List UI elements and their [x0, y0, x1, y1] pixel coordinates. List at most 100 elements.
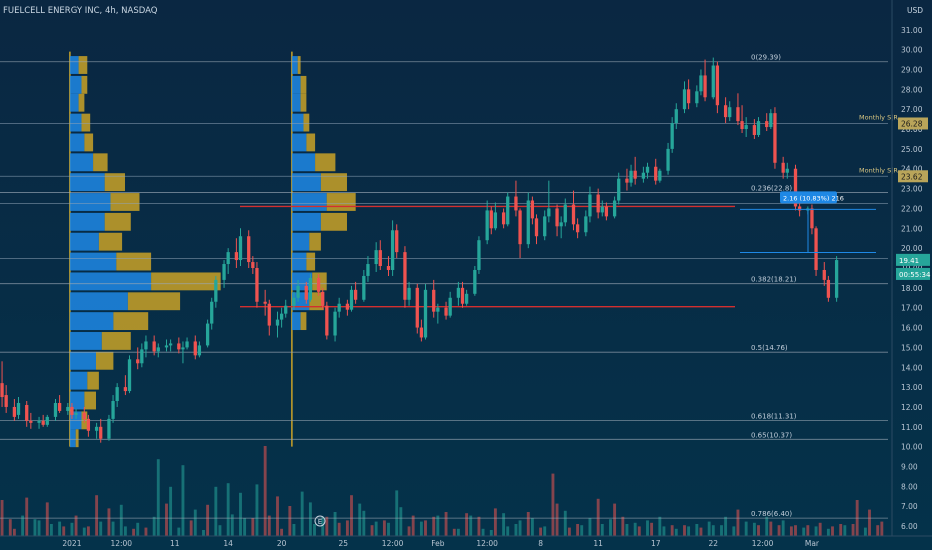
volume-bar	[563, 510, 567, 536]
volume-profile-bar-down	[309, 292, 324, 311]
volume-bar	[226, 483, 230, 536]
volume-bar	[214, 486, 218, 536]
volume-bar	[362, 510, 366, 536]
time-tick-label: 25	[339, 539, 349, 548]
candle-body	[518, 210, 522, 245]
price-tag-background	[898, 117, 928, 130]
fib-level-label: 0.382(18.21)	[751, 276, 797, 284]
volume-bar	[399, 507, 403, 536]
candle-body	[74, 412, 78, 415]
volume-profile-bar-up	[69, 193, 111, 211]
volume-profile-bar-down	[75, 429, 79, 448]
volume-bar	[769, 521, 773, 536]
candle-body	[115, 387, 119, 402]
candle-body	[765, 121, 769, 128]
volume-bar	[732, 526, 736, 536]
volume-bar	[543, 526, 547, 536]
current-price-label: 00:55:34	[899, 271, 931, 279]
candle-body	[177, 343, 181, 350]
candle-body	[316, 277, 321, 292]
volume-bar	[276, 496, 279, 536]
time-tick-label: 8	[538, 539, 543, 548]
candle-body	[674, 109, 678, 124]
price-range-measure[interactable]: 2.16 (10.83%) 216	[740, 191, 876, 254]
volume-bar	[621, 516, 625, 536]
volume-profile-bar-up	[291, 212, 321, 231]
volume-profile-bar-down	[326, 193, 356, 211]
candle-body	[514, 196, 518, 211]
volume-bar	[814, 526, 818, 536]
volume-bar	[489, 530, 493, 536]
volume-bar	[555, 503, 559, 536]
candle-body	[374, 250, 378, 265]
volume-bar	[633, 522, 637, 536]
volume-bar	[711, 525, 715, 536]
candle-body	[275, 319, 280, 326]
volume-profile-bar-up	[69, 272, 152, 291]
volume-profile-bar-down	[78, 56, 88, 74]
volume-bar	[325, 516, 329, 536]
volume-bar	[263, 446, 267, 536]
volume-profile-bar-up	[69, 232, 99, 251]
volume-profile-bar-down	[84, 133, 94, 152]
current-price-label: 19.41	[899, 257, 919, 265]
price-tick-label: 11.00	[901, 423, 923, 432]
volume-bar	[818, 522, 822, 536]
candle-body	[423, 289, 428, 338]
price-tag-background	[898, 170, 928, 183]
time-tick-label: Feb	[431, 539, 445, 548]
monthly-sr-label: Monthly S|R	[859, 166, 898, 174]
candle-body	[506, 196, 510, 225]
candle-body	[534, 218, 539, 237]
price-tick-label: 25.00	[901, 145, 923, 154]
candle-body	[600, 206, 604, 213]
volume-bar	[452, 528, 456, 536]
volume-bar	[670, 525, 674, 536]
volume-bar	[12, 528, 16, 536]
volume-bar	[206, 504, 210, 536]
candle-body	[234, 252, 239, 261]
candle-body	[460, 287, 465, 304]
candle-body	[152, 341, 156, 352]
candle-body	[263, 301, 267, 304]
time-tick-label: 11	[593, 539, 603, 548]
volume-bar	[551, 473, 555, 536]
candle-body	[464, 293, 469, 304]
candle-body	[415, 287, 419, 328]
volume-profile-bar-up	[291, 232, 310, 251]
volume-bar	[424, 520, 427, 536]
candle-body	[810, 208, 814, 229]
volume-bar	[777, 525, 781, 536]
volume-bar	[370, 525, 374, 536]
volume-profile-bar-up	[69, 56, 79, 74]
volume-bar	[395, 490, 399, 536]
price-tick-label: 13.00	[901, 383, 923, 392]
volume-bar	[132, 528, 136, 536]
price-axis[interactable]: 31.00 30.00 29.00 28.00 27.00 26.00 25.00 24.00…	[891, 0, 931, 536]
volume-bar	[744, 521, 748, 536]
volume-bar	[165, 503, 168, 536]
volume-bar	[609, 519, 612, 536]
candle-body	[543, 216, 547, 237]
time-axis[interactable]: 2021 12:00 11 14 20 25 12:00 Feb 12:00 8 11 17 22 12:…	[0, 535, 932, 548]
volume-bar	[243, 518, 247, 536]
candle-body	[4, 395, 8, 407]
earnings-marker-icon[interactable]	[314, 515, 326, 527]
volume-bar	[600, 524, 604, 536]
price-tick-label: 20.00	[901, 244, 923, 253]
volume-bar	[62, 526, 66, 536]
price-tick-label: 23.00	[901, 185, 923, 194]
volume-profile-bar-down	[127, 292, 181, 311]
price-tick-label: 22.00	[901, 204, 923, 213]
volume-profile-bar-up	[291, 173, 321, 192]
volume-bar	[596, 498, 600, 536]
volume-bar	[70, 522, 74, 536]
candle-body	[197, 345, 202, 356]
candle-body	[752, 125, 757, 135]
volume-bar	[720, 525, 723, 536]
volume-profile-bar-down	[104, 212, 131, 231]
volume-bar	[288, 506, 292, 536]
candle-body	[94, 426, 99, 431]
volume-profile-bar-up	[69, 173, 105, 192]
